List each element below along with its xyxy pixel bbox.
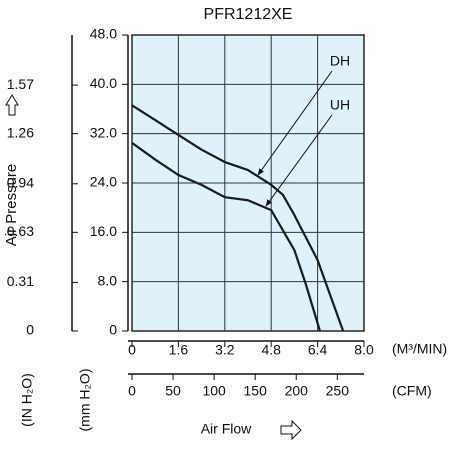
- label-arrow: [265, 114, 333, 207]
- right-arrow-icon: [280, 419, 302, 441]
- x2-tick-label: 100: [202, 383, 226, 399]
- line-series: [131, 104, 345, 332]
- y-tick-label: 24.0: [90, 174, 117, 190]
- x2-unit: (CFM): [392, 383, 432, 399]
- x2-tick-label: 150: [244, 383, 268, 399]
- x2-tick-label: 0: [128, 383, 136, 399]
- label-arrow: [257, 70, 333, 176]
- series-label: DH: [330, 53, 350, 69]
- y-unit: (mm H₂O): [77, 369, 93, 432]
- y-axis-title: Air Pressure: [3, 164, 20, 247]
- y2-tick-label: 1.57: [7, 76, 34, 92]
- y2-unit: (IN H₂O): [19, 373, 35, 427]
- y2-tick-label: 0.94: [7, 174, 34, 190]
- y-tick-label: 0: [109, 322, 117, 338]
- x-tick-label: 8.0: [354, 342, 374, 358]
- x-tick-label: 1.6: [169, 342, 189, 358]
- x-tick-label: 3.2: [215, 342, 235, 358]
- y-tick-label: 32.0: [90, 124, 117, 140]
- x-unit: (M³/MIN): [392, 341, 447, 357]
- y-tick-label: 8.0: [98, 272, 118, 288]
- y2-tick-label: 1.26: [7, 124, 34, 140]
- up-arrow-icon: [5, 94, 19, 116]
- x-axis-title: Air Flow: [201, 421, 252, 437]
- y2-tick-label: 0: [26, 322, 34, 338]
- chart-title: PFR1212XE: [204, 6, 293, 23]
- x-tick-label: 6.4: [308, 342, 328, 358]
- y-tick-label: 48.0: [90, 26, 117, 42]
- y2-tick-label: 0.31: [7, 273, 34, 289]
- y-tick-label: 40.0: [90, 75, 117, 91]
- y-tick-label: 16.0: [90, 223, 117, 239]
- x-tick-label: 0: [128, 342, 136, 358]
- series-label: UH: [330, 97, 350, 113]
- x2-tick-label: 250: [326, 383, 350, 399]
- y2-tick-label: 0.63: [7, 223, 34, 239]
- x-tick-label: 4.8: [261, 342, 281, 358]
- line-series: [131, 142, 321, 332]
- x2-tick-label: 200: [285, 383, 309, 399]
- x2-tick-label: 50: [165, 383, 181, 399]
